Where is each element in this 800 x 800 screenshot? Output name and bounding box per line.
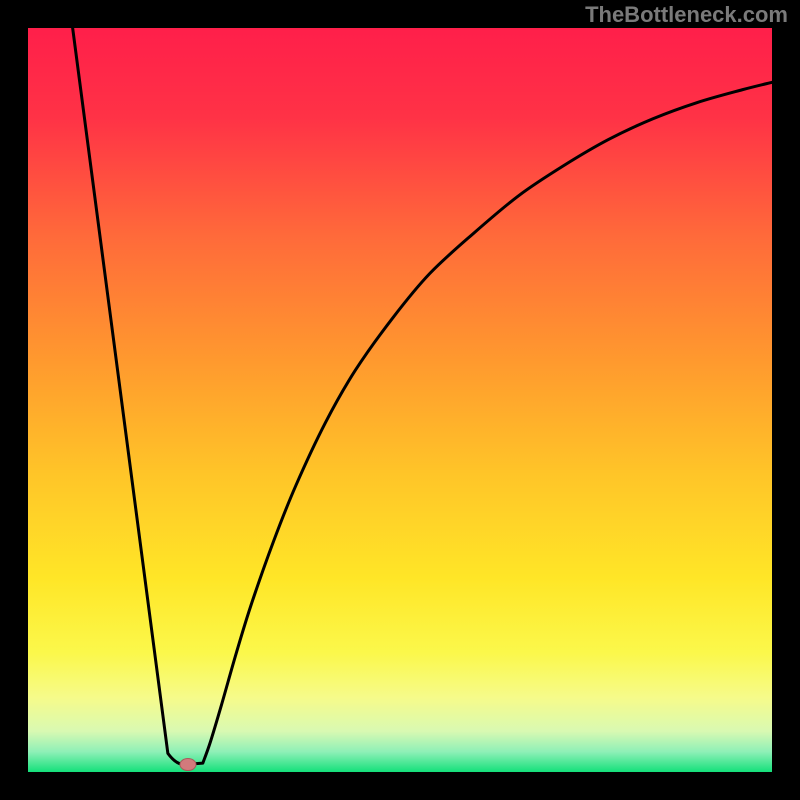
bottleneck-chart: TheBottleneck.com [0, 0, 800, 800]
gradient-background [28, 28, 772, 772]
watermark-text: TheBottleneck.com [585, 2, 788, 27]
optimal-point-marker [180, 759, 196, 771]
chart-container: { "watermark": { "text": "TheBottleneck.… [0, 0, 800, 800]
